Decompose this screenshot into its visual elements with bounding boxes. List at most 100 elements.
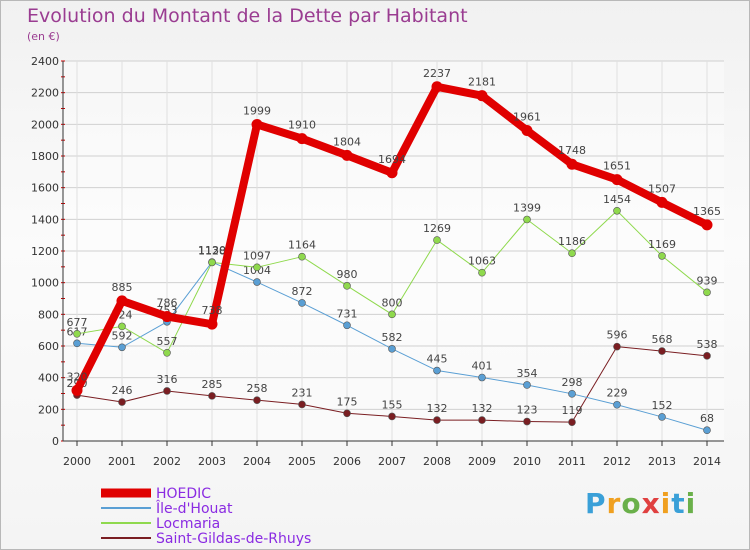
data-point [703, 352, 711, 360]
data-point [118, 322, 126, 331]
data-label: 1097 [243, 249, 271, 262]
data-label: 1910 [288, 119, 316, 132]
data-point [476, 90, 488, 102]
data-point [253, 396, 261, 404]
data-label: 2181 [468, 76, 496, 89]
x-tick-label: 2006 [333, 455, 361, 468]
data-label: 872 [292, 285, 313, 298]
data-point [658, 347, 666, 355]
data-label: 1961 [513, 111, 541, 124]
brand-logo: Proxiti [585, 487, 696, 520]
data-point [523, 381, 531, 389]
brand-letter: x [641, 487, 661, 520]
data-label: 152 [652, 399, 673, 412]
data-label: 1130 [198, 244, 226, 257]
data-point [71, 384, 83, 396]
data-label: 1128 [198, 244, 226, 257]
data-label: 1169 [648, 238, 676, 251]
y-tick-label: 600 [38, 340, 59, 353]
data-label: 316 [157, 373, 178, 386]
y-tick-label: 1600 [31, 182, 59, 195]
data-point [433, 416, 441, 424]
legend-label: Île-d'Houat [155, 499, 233, 517]
data-point [296, 133, 308, 145]
brand-letter: o [621, 487, 642, 520]
data-label: 68 [700, 412, 714, 425]
data-point [478, 268, 486, 277]
data-point [343, 409, 351, 418]
data-label: 677 [67, 316, 88, 329]
x-tick-label: 2013 [648, 455, 676, 468]
x-tick-label: 2008 [423, 455, 451, 468]
y-tick-label: 800 [38, 308, 59, 321]
data-label: 132 [472, 402, 493, 415]
data-label: 939 [697, 274, 718, 287]
data-label: 1651 [603, 160, 631, 173]
data-label: 354 [517, 367, 538, 380]
data-point [208, 392, 216, 400]
data-point [613, 400, 621, 409]
data-point [566, 158, 578, 170]
data-point [523, 215, 531, 224]
data-point [343, 282, 351, 290]
y-tick-label: 1200 [31, 245, 59, 258]
data-point [253, 263, 261, 272]
data-label: 800 [382, 296, 403, 309]
data-label: 1186 [558, 235, 586, 248]
y-tick-label: 1400 [31, 213, 59, 226]
data-point [613, 206, 621, 215]
y-tick-label: 0 [52, 435, 59, 448]
data-point [703, 426, 711, 435]
data-point [208, 258, 216, 267]
legend-label: HOEDIC [156, 486, 211, 502]
brand-letter: i [660, 487, 672, 520]
data-point [433, 236, 441, 244]
data-point [298, 252, 306, 261]
x-tick-label: 2010 [513, 455, 541, 468]
data-label: 786 [157, 297, 178, 310]
data-point [161, 311, 173, 323]
data-point [703, 288, 711, 297]
data-label: 568 [652, 333, 673, 346]
data-label: 231 [292, 386, 313, 399]
data-point [568, 390, 576, 398]
data-label: 1507 [648, 182, 676, 195]
data-label: 246 [112, 384, 133, 397]
data-point [433, 366, 441, 375]
y-tick-label: 2000 [31, 118, 59, 131]
data-point [206, 318, 218, 330]
x-tick-label: 2005 [288, 455, 316, 468]
data-point [163, 387, 171, 395]
data-point [341, 149, 353, 161]
data-label: 1748 [558, 144, 586, 157]
data-point [251, 118, 263, 130]
brand-letter: t [671, 487, 686, 520]
brand-letter: i [685, 487, 697, 520]
brand-letter: r [606, 487, 622, 520]
x-tick-label: 2002 [153, 455, 181, 468]
data-label: 980 [337, 268, 358, 281]
data-point [658, 252, 666, 260]
x-tick-label: 2000 [63, 455, 91, 468]
data-label: 298 [562, 376, 583, 389]
x-tick-label: 2014 [693, 455, 721, 468]
data-point [388, 345, 396, 353]
data-point [611, 174, 623, 186]
data-label: 2237 [423, 67, 451, 80]
data-label: 738 [202, 304, 223, 317]
data-label: 258 [247, 382, 268, 395]
data-label: 582 [382, 331, 403, 344]
y-tick-label: 2200 [31, 87, 59, 100]
data-point [701, 219, 713, 231]
data-label: 885 [112, 281, 133, 294]
y-tick-label: 400 [38, 372, 59, 385]
y-tick-label: 2400 [31, 55, 59, 68]
data-point [521, 125, 533, 137]
data-point [116, 295, 128, 307]
data-label: 1063 [468, 255, 496, 268]
data-label: 1999 [243, 104, 271, 117]
x-tick-label: 2009 [468, 455, 496, 468]
data-label: 1269 [423, 222, 451, 235]
data-label: 285 [202, 378, 223, 391]
